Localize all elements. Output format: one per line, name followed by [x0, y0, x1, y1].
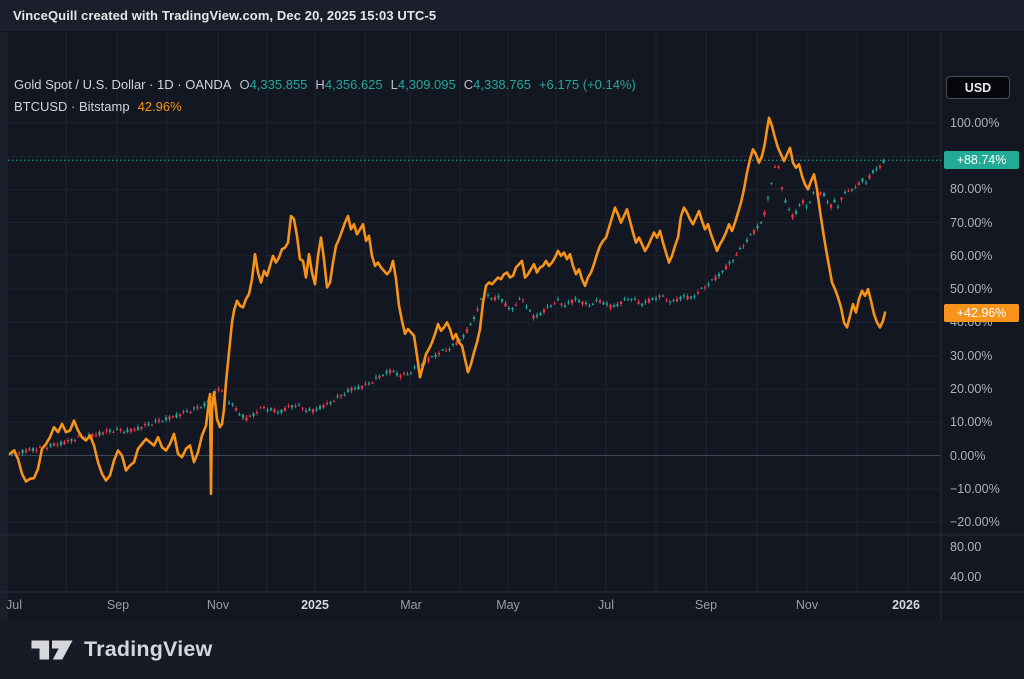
price-axis-label: 80.00%	[950, 182, 993, 197]
time-axis-scale[interactable]: Jul Sep Nov 2025 Mar May Jul Sep Nov 2026	[0, 592, 1024, 620]
gold-symbol-title[interactable]: Gold Spot / U.S. Dollar · 1D · OANDA	[14, 77, 232, 92]
price-axis-label: 30.00%	[950, 348, 993, 363]
time-axis-label: Nov	[795, 598, 819, 612]
price-chart-canvas[interactable]	[0, 32, 1024, 620]
gold-change-value: +6.175 (+0.14%)	[538, 77, 636, 92]
grid-lines	[8, 32, 941, 592]
price-axis-label: 20.00%	[950, 381, 993, 396]
ohlc-letter: L	[390, 77, 398, 92]
gold-ohlc-values: O4,335.855 H4,356.625 L4,309.095 C4,338.765	[231, 77, 531, 92]
chart-pane[interactable]: Gold Spot / U.S. Dollar · 1D · OANDA O4,3…	[0, 32, 1024, 620]
time-axis-label: 2025	[301, 598, 329, 612]
price-axis-label: 70.00%	[950, 215, 993, 230]
time-axis-label: Jul	[598, 598, 614, 612]
attribution-text: VinceQuill created with TradingView.com,…	[13, 8, 437, 23]
btc-change-value: 42.96%	[137, 99, 182, 114]
gold-candlestick-series[interactable]	[10, 158, 885, 457]
sub-pane-axis-label: 40.00	[950, 570, 982, 584]
left-margin	[0, 32, 8, 620]
time-axis-label: May	[496, 598, 520, 612]
ohlc-value: 4,338.765	[473, 77, 531, 92]
legend-btc-row[interactable]: BTCUSD · Bitstamp 42.96%	[14, 98, 636, 116]
last-value-badge: +42.96%	[944, 303, 1019, 322]
time-axis-label: Mar	[400, 598, 422, 612]
footer-brand-bar: TradingView	[0, 620, 1024, 679]
btc-symbol-title[interactable]: BTCUSD · Bitstamp	[14, 99, 130, 114]
price-axis-label: −20.00%	[950, 515, 1000, 530]
ohlc-letter: H	[315, 77, 325, 92]
time-axis-label: Sep	[106, 598, 130, 612]
sub-pane-axis-label: 80.00	[950, 540, 982, 554]
chart-legend: Gold Spot / U.S. Dollar · 1D · OANDA O4,3…	[14, 76, 636, 120]
price-axis-scale[interactable]: 100.00% 80.00% 70.00% 60.00% 50.00% 40.00% 30.…	[941, 32, 1024, 592]
price-axis-label: 100.00%	[950, 115, 1000, 130]
price-axis-label: 60.00%	[950, 248, 993, 263]
time-axis-label: Jul	[6, 598, 22, 612]
time-axis-label: 2026	[892, 598, 920, 612]
ohlc-value: 4,309.095	[397, 77, 456, 92]
btc-line-series[interactable]	[8, 116, 887, 496]
last-value-badge: +88.74%	[944, 151, 1019, 170]
ohlc-letter: O	[239, 77, 250, 92]
price-axis-label: 0.00%	[950, 448, 986, 463]
legend-gold-row[interactable]: Gold Spot / U.S. Dollar · 1D · OANDA O4,3…	[14, 76, 636, 94]
attribution-bar: VinceQuill created with TradingView.com,…	[0, 0, 1024, 32]
tradingview-logo-icon[interactable]	[30, 637, 74, 663]
time-axis-label: Sep	[694, 598, 718, 612]
price-axis-label: 10.00%	[950, 415, 993, 430]
ohlc-letter: C	[463, 77, 474, 92]
ohlc-value: 4,335.855	[249, 77, 308, 92]
time-axis-label: Nov	[206, 598, 230, 612]
currency-unit-button[interactable]: USD	[946, 76, 1010, 99]
price-axis-label: −10.00%	[950, 481, 1000, 496]
price-axis-label: 50.00%	[950, 282, 993, 297]
tradingview-brand-text[interactable]: TradingView	[84, 637, 213, 661]
ohlc-value: 4,356.625	[324, 77, 383, 92]
